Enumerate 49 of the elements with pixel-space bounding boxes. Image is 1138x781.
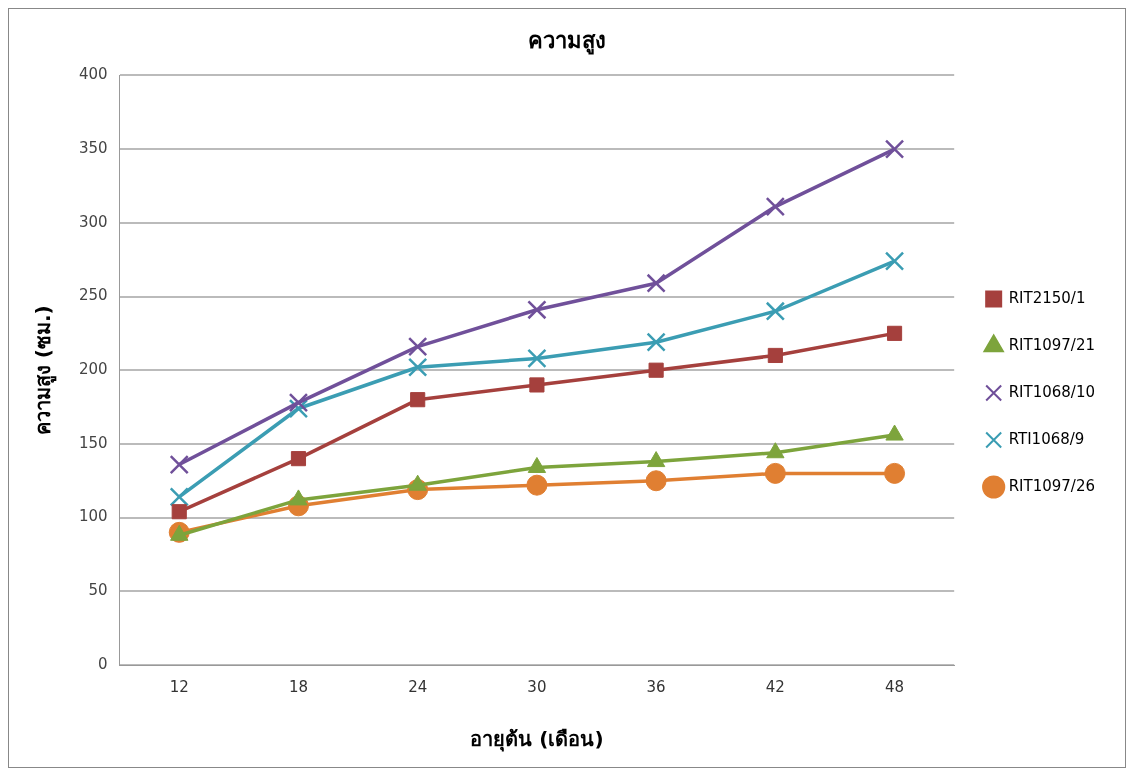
point <box>648 362 664 378</box>
point <box>529 377 545 393</box>
point <box>410 392 426 408</box>
point <box>645 470 667 492</box>
point <box>764 462 786 484</box>
legend-label: RTI1068/9 <box>1008 429 1085 448</box>
y-tick-label: 350 <box>78 138 108 157</box>
point <box>407 336 428 357</box>
legend-label: RIT2150/1 <box>1008 288 1086 307</box>
point <box>765 301 786 321</box>
x-tick-label: 36 <box>646 677 666 696</box>
legend-label: RIT1068/10 <box>1008 382 1095 401</box>
y-tick-label: 100 <box>78 507 108 526</box>
y-tick-label: 150 <box>78 433 108 452</box>
y-tick-label: 0 <box>98 654 108 673</box>
point <box>884 462 906 484</box>
point <box>171 504 187 520</box>
point <box>169 487 189 507</box>
y-axis-title: ความสูง (ซม.) <box>31 305 58 436</box>
legend-label: RIT1097/21 <box>1008 335 1095 354</box>
point <box>646 273 666 293</box>
point <box>290 451 307 467</box>
point <box>884 251 905 271</box>
x-tick-label: 12 <box>169 677 189 696</box>
point <box>407 357 428 377</box>
y-tick-label: 300 <box>78 212 108 231</box>
y-tick-label: 250 <box>78 286 108 305</box>
point <box>527 300 547 320</box>
point <box>169 454 189 475</box>
point <box>884 139 905 159</box>
point <box>526 474 548 496</box>
y-tick-label: 50 <box>88 581 108 600</box>
x-tick-label: 24 <box>408 677 428 696</box>
x-tick-label: 48 <box>885 677 905 696</box>
y-tick-label: 200 <box>78 360 108 379</box>
x-tick-label: 42 <box>765 677 785 696</box>
point <box>765 196 786 217</box>
x-tick-label: 18 <box>288 677 309 696</box>
point <box>288 392 309 413</box>
x-axis-title: อายุต้น (เดือน) <box>470 727 604 753</box>
point <box>767 347 783 364</box>
y-tick-label: 400 <box>78 65 108 84</box>
legend-label: RIT1097/26 <box>1008 476 1095 495</box>
point <box>527 348 547 369</box>
point <box>646 451 666 468</box>
x-tick-label: 30 <box>527 677 547 696</box>
point <box>646 332 666 352</box>
chart-title: ความสูง <box>528 27 606 55</box>
point <box>887 325 903 341</box>
